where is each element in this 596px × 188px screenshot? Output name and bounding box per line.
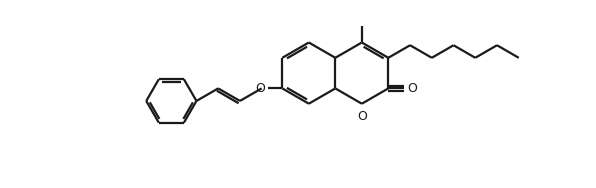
Text: O: O: [357, 110, 367, 123]
Text: O: O: [407, 82, 417, 95]
Text: O: O: [254, 82, 265, 95]
